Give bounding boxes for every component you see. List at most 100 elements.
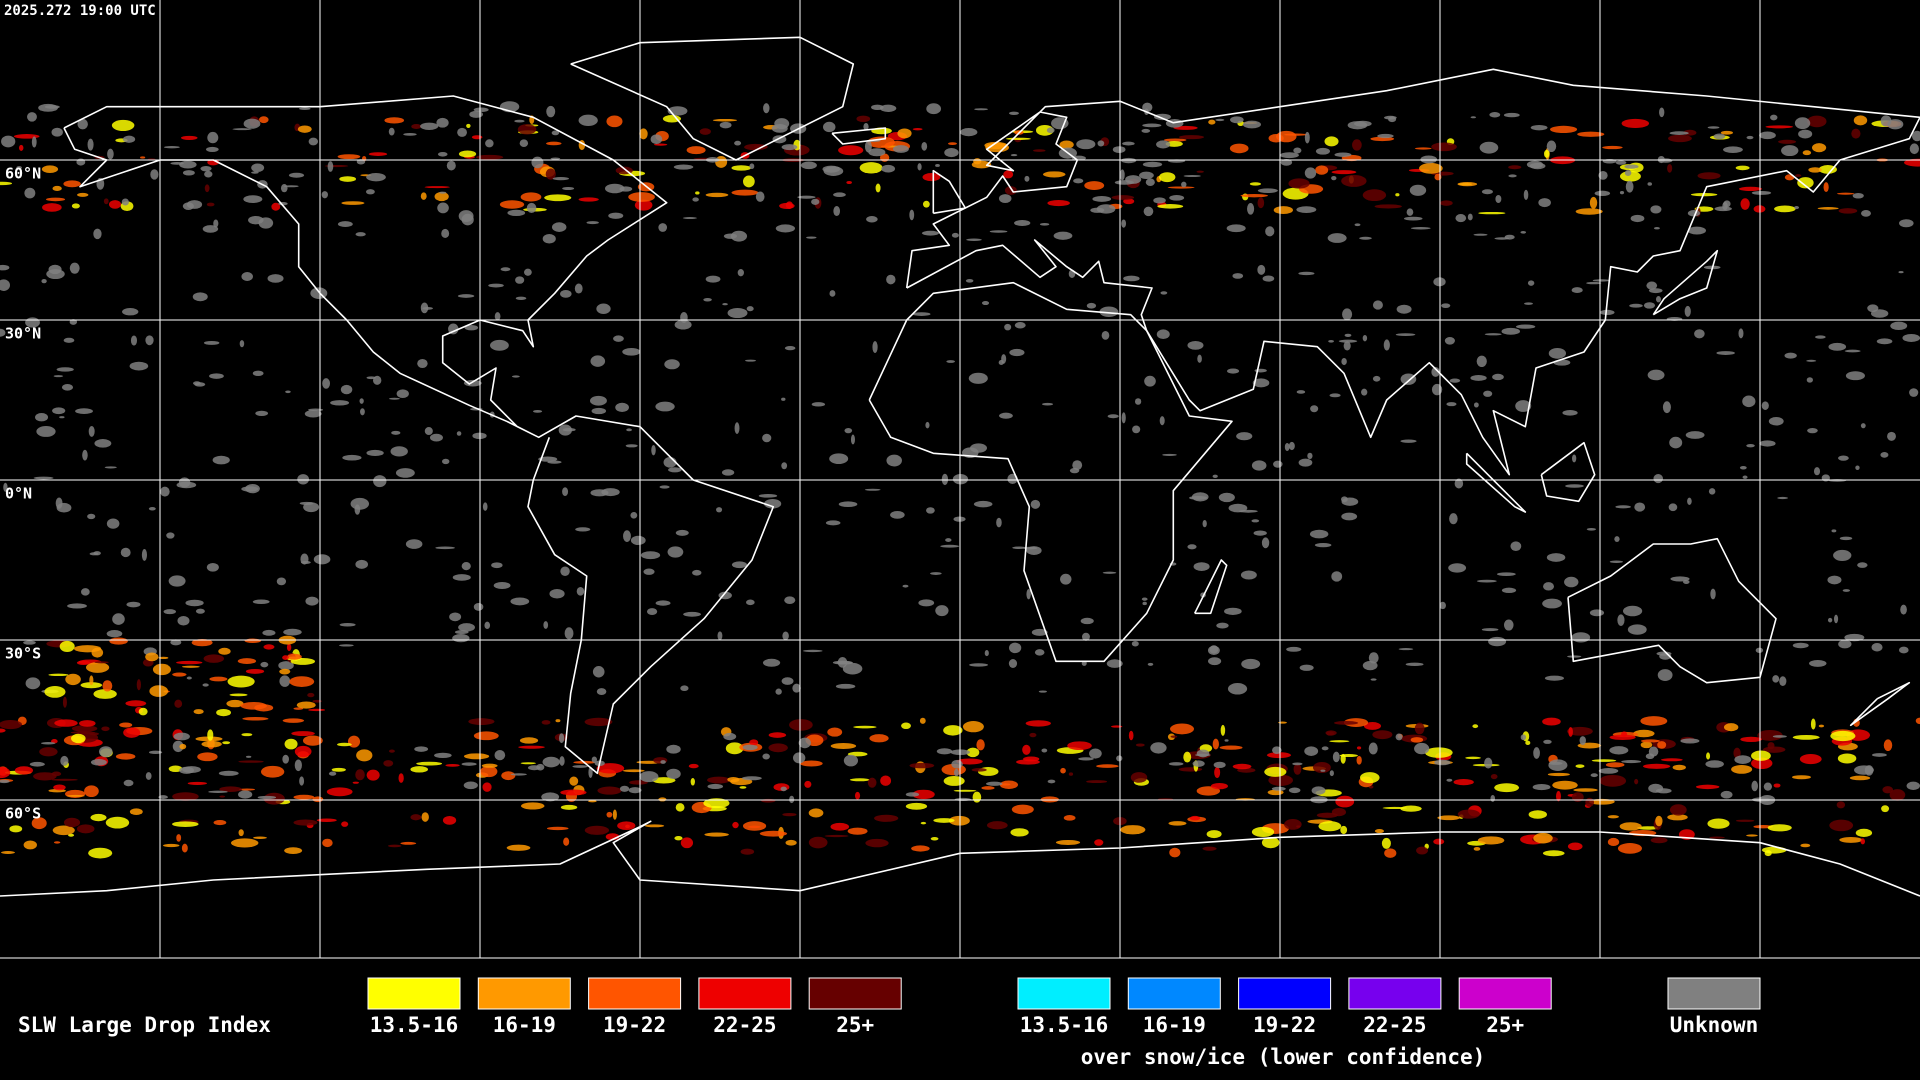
- cloud-speck: [339, 176, 357, 182]
- cloud-speck: [1831, 529, 1837, 533]
- cloud-speck: [23, 640, 36, 645]
- cloud-speck: [1034, 649, 1045, 656]
- cloud-speck: [25, 677, 41, 690]
- cloud-speck: [1362, 189, 1387, 202]
- cloud-speck: [1550, 125, 1578, 134]
- cloud-speck: [219, 795, 226, 798]
- cloud-speck: [501, 771, 516, 781]
- cloud-speck: [1792, 642, 1809, 649]
- cloud-speck: [1439, 601, 1446, 610]
- cloud-speck: [38, 103, 58, 112]
- cloud-speck: [328, 771, 337, 776]
- cloud-speck: [330, 400, 350, 406]
- cloud-speck: [1490, 773, 1498, 780]
- cloud-speck: [238, 790, 253, 799]
- graticule: 60°N 30°N 0°N 30°S 60°S: [0, 0, 1920, 958]
- legend-swatch: [1348, 977, 1442, 1010]
- cloud-speck: [185, 599, 204, 607]
- cloud-speck: [622, 347, 641, 356]
- cloud-speck: [695, 191, 700, 195]
- cloud-speck: [1106, 659, 1123, 668]
- legend-swatch: [1667, 977, 1761, 1010]
- cloud-speck: [1525, 740, 1531, 745]
- cloud-speck: [1589, 609, 1605, 617]
- cloud-speck: [549, 589, 565, 599]
- cloud-speck: [703, 798, 730, 809]
- cloud-speck: [936, 748, 953, 755]
- cloud-speck: [293, 794, 315, 800]
- cloud-speck: [546, 826, 569, 831]
- cloud-speck: [1571, 792, 1584, 802]
- cloud-speck: [798, 737, 811, 749]
- cloud-speck: [829, 453, 849, 464]
- cloud-speck: [1607, 815, 1619, 819]
- cloud-speck: [468, 718, 495, 725]
- cloud-speck: [1490, 794, 1496, 802]
- cloud-speck: [591, 756, 597, 763]
- cloud-speck: [1621, 760, 1642, 764]
- cloud-speck: [27, 112, 37, 122]
- cloud-speck: [337, 742, 352, 747]
- cloud-speck: [1662, 401, 1671, 414]
- cloud-speck: [1110, 725, 1123, 728]
- cloud-speck: [1830, 730, 1856, 742]
- cloud-speck: [951, 232, 959, 238]
- cloud-speck: [1792, 734, 1820, 740]
- cloud-speck: [1838, 455, 1849, 461]
- cloud-speck: [172, 672, 187, 677]
- cloud-speck: [921, 141, 928, 151]
- cloud-speck: [517, 124, 537, 135]
- cloud-speck: [9, 825, 23, 833]
- cloud-speck: [590, 395, 607, 406]
- cloud-speck: [1331, 176, 1337, 181]
- cloud-speck: [458, 623, 475, 632]
- cloud-speck: [1624, 164, 1639, 169]
- cloud-speck: [1107, 414, 1119, 419]
- cloud-speck: [158, 795, 168, 799]
- cloud-speck: [1650, 837, 1668, 844]
- cloud-speck: [241, 272, 253, 281]
- cloud-speck: [1855, 828, 1873, 838]
- cloud-speck: [1615, 505, 1631, 509]
- cloud-speck: [639, 128, 648, 140]
- cloud-speck: [53, 375, 64, 378]
- cloud-speck: [1333, 721, 1359, 725]
- cloud-speck: [1335, 795, 1355, 808]
- cloud-speck: [87, 138, 94, 151]
- cloud-speck: [797, 195, 816, 199]
- cloud-speck: [1268, 134, 1284, 143]
- cloud-speck: [355, 232, 366, 237]
- cloud-speck: [1617, 843, 1642, 854]
- cloud-speck: [1495, 194, 1502, 204]
- cloud-speck: [52, 185, 62, 192]
- cloud-speck: [825, 520, 841, 526]
- cloud-speck: [1315, 147, 1331, 155]
- cloud-speck: [879, 104, 897, 112]
- cloud-speck: [1340, 825, 1348, 835]
- cloud-speck: [1520, 734, 1527, 741]
- cloud-speck: [1288, 787, 1301, 794]
- cloud-speck: [388, 127, 395, 136]
- cloud-speck: [1838, 208, 1858, 214]
- cloud-speck: [1598, 768, 1619, 774]
- cloud-speck: [1751, 190, 1772, 195]
- cloud-speck: [1327, 233, 1347, 243]
- cloud-speck: [730, 230, 748, 242]
- cloud-speck: [1751, 750, 1771, 761]
- cloud-speck: [1125, 175, 1142, 184]
- cloud-speck: [126, 601, 141, 608]
- cloud-speck: [1567, 655, 1582, 658]
- cloud-speck: [1594, 190, 1611, 196]
- cloud-speck: [1609, 560, 1624, 563]
- cloud-speck: [1528, 810, 1547, 819]
- cloud-speck: [207, 131, 219, 144]
- cloud-speck: [806, 236, 817, 239]
- cloud-speck: [829, 290, 836, 297]
- cloud-speck: [69, 262, 80, 274]
- cloud-speck: [1298, 271, 1315, 276]
- cloud-speck: [1431, 142, 1457, 152]
- cloud-speck: [3, 482, 8, 492]
- cloud-speck: [628, 192, 655, 202]
- cloud-speck: [1852, 192, 1864, 199]
- cloud-speck: [859, 162, 883, 174]
